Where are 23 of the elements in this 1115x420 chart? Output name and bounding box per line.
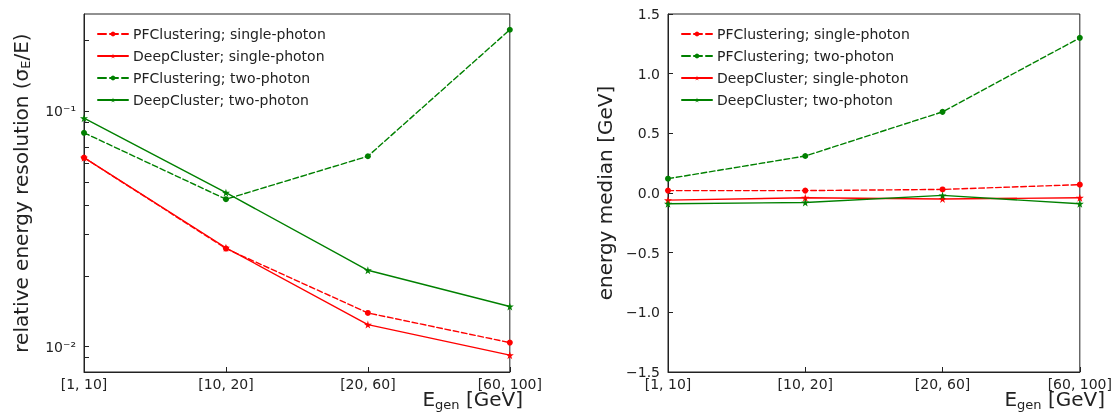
legend-label: PFClustering; two-photon xyxy=(133,70,311,86)
y-tick-label: 1.5 xyxy=(637,6,660,22)
legend-label: DeepCluster; single-photon xyxy=(717,70,909,86)
y-tick-label: 10⁻² xyxy=(45,338,76,355)
y-tick-label: 1.0 xyxy=(637,65,660,82)
y-tick-label: 10⁻¹ xyxy=(45,103,76,120)
y-tick-label: −1.0 xyxy=(626,304,660,321)
y-tick-label: 0.5 xyxy=(637,125,660,142)
y-axis-title: relative energy resolution (σE/E) xyxy=(9,33,33,353)
legend-label: PFClustering; single-photon xyxy=(717,26,910,42)
y-tick-label: −0.5 xyxy=(626,244,660,261)
legend-label: PFClustering; two-photon xyxy=(717,48,895,64)
x-tick-label: [10, 20] xyxy=(777,376,833,392)
y-axis-title: energy median [GeV] xyxy=(593,85,618,301)
legend-label: DeepCluster; single-photon xyxy=(133,48,325,64)
x-tick-label: [20, 60] xyxy=(340,376,396,392)
x-tick-label: [1, 10] xyxy=(60,376,108,392)
legend-label: PFClustering; single-photon xyxy=(133,26,326,42)
x-tick-label: [10, 20] xyxy=(198,376,254,392)
legend-label: DeepCluster; two-photon xyxy=(133,92,309,108)
legend-label: DeepCluster; two-photon xyxy=(717,92,893,108)
y-tick-label: 0.0 xyxy=(637,185,660,201)
x-tick-label: [20, 60] xyxy=(914,376,971,392)
